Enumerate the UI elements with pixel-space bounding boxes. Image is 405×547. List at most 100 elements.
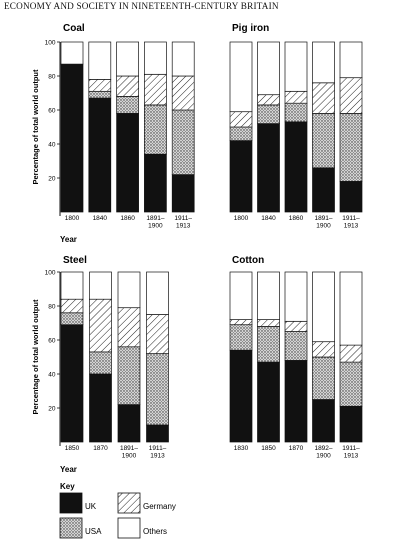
bar-segment-usa bbox=[60, 312, 84, 326]
x-tick-label: 1840 bbox=[261, 215, 276, 222]
bar-segment-germany bbox=[312, 341, 335, 358]
bar-segment-others bbox=[116, 41, 139, 77]
bar-segment-others bbox=[284, 41, 308, 92]
key-label: USA bbox=[85, 527, 102, 536]
bar-segment-usa bbox=[284, 102, 308, 123]
bar-segment-germany bbox=[339, 344, 363, 363]
bar-segment-germany bbox=[117, 307, 141, 348]
bar-segment-uk bbox=[229, 140, 253, 213]
chart-cotton: Cotton 1830 1850 1870 1892– 1900 1911– 1913 bbox=[229, 255, 363, 460]
bar-segment-others bbox=[229, 41, 253, 113]
bar-segment-usa bbox=[229, 324, 253, 351]
bar-segment-uk bbox=[284, 121, 308, 213]
key-swatch bbox=[117, 517, 141, 539]
y-tick-label: 20 bbox=[48, 405, 56, 412]
x-tick-label: 1870 bbox=[289, 445, 304, 452]
bar-segment-usa bbox=[88, 90, 112, 99]
bar-segment-others bbox=[60, 41, 84, 65]
bar-segment-uk bbox=[284, 360, 308, 443]
bar-segment-germany bbox=[229, 111, 253, 128]
x-tick-label: 1850 bbox=[261, 445, 276, 452]
chart-coal: Coal 20 40 60 80 100 Percentage of total world… bbox=[31, 23, 195, 244]
y-tick-label: 60 bbox=[48, 337, 56, 344]
bar-segment-others bbox=[257, 271, 280, 320]
y-tick-label: 80 bbox=[48, 303, 56, 310]
key-item-germany: Germany bbox=[117, 492, 176, 514]
bar-segment-uk bbox=[144, 153, 167, 213]
bar-segment-uk bbox=[229, 349, 253, 443]
bar-segment-usa bbox=[229, 126, 253, 141]
bar-segment-others bbox=[312, 271, 335, 343]
x-axis-label: Year bbox=[60, 235, 77, 244]
page-header: ECONOMY AND SOCIETY IN NINETEENTH-CENTUR… bbox=[4, 1, 279, 11]
bar-segment-germany bbox=[284, 320, 308, 332]
bar-segment-uk bbox=[116, 113, 139, 213]
key-swatch bbox=[59, 517, 83, 539]
bar-segment-germany bbox=[144, 73, 167, 106]
bar-segment-others bbox=[144, 41, 167, 75]
key-swatch bbox=[59, 492, 83, 514]
bar-segment-uk bbox=[60, 63, 84, 213]
bar-segment-germany bbox=[171, 75, 195, 111]
key: Key UK Germany USA Others bbox=[59, 482, 176, 539]
bar-segment-germany bbox=[339, 77, 363, 114]
bar-segment-uk bbox=[146, 424, 169, 443]
bar-segment-usa bbox=[146, 353, 169, 426]
y-tick-label: 100 bbox=[45, 269, 56, 276]
bar-segment-others bbox=[60, 271, 84, 300]
key-item-uk: UK bbox=[59, 492, 97, 514]
bar-segment-uk bbox=[171, 174, 195, 213]
x-tick-label: 1840 bbox=[93, 215, 108, 222]
bar-segment-others bbox=[117, 271, 141, 309]
key-title: Key bbox=[60, 482, 75, 491]
bar-segment-usa bbox=[284, 331, 308, 361]
bar-segment-usa bbox=[257, 104, 280, 124]
bar-segment-usa bbox=[144, 104, 167, 155]
chart-steel: Steel 20 40 60 80 100 Percentage of total worl… bbox=[31, 255, 169, 474]
y-tick-label: 80 bbox=[48, 73, 56, 80]
bar-segment-others bbox=[257, 41, 280, 96]
x-tick-label: 1830 bbox=[234, 445, 249, 452]
bar-segment-uk bbox=[89, 373, 112, 443]
bar-segment-uk bbox=[88, 97, 112, 213]
x-axis-label: Year bbox=[60, 465, 77, 474]
bar-segment-germany bbox=[89, 298, 112, 353]
x-tick-label: 1891– 1900 bbox=[314, 215, 332, 230]
key-label: UK bbox=[85, 502, 97, 511]
bar-segment-others bbox=[284, 271, 308, 322]
y-tick-label: 40 bbox=[48, 371, 56, 378]
bar-segment-germany bbox=[88, 79, 112, 92]
bar-segment-germany bbox=[312, 82, 335, 114]
y-axis-label: Percentage of total world output bbox=[31, 69, 40, 185]
bar-segment-usa bbox=[312, 113, 335, 169]
bar-segment-uk bbox=[312, 167, 335, 213]
bar-segment-uk bbox=[257, 361, 280, 443]
bar-segment-others bbox=[312, 41, 335, 84]
key-label: Germany bbox=[143, 502, 176, 511]
y-tick-label: 20 bbox=[48, 175, 56, 182]
y-tick-label: 60 bbox=[48, 107, 56, 114]
bar-segment-usa bbox=[116, 96, 139, 114]
bar-segment-germany bbox=[116, 75, 139, 97]
charts-layer: Coal 20 40 60 80 100 Percentage of total world… bbox=[31, 23, 363, 474]
bar-segment-usa bbox=[117, 346, 141, 405]
x-tick-label: 1891– 1900 bbox=[120, 445, 138, 460]
bar-segment-others bbox=[339, 41, 363, 79]
bar-segment-uk bbox=[60, 324, 84, 443]
chart-title: Coal bbox=[63, 23, 85, 34]
y-tick-label: 40 bbox=[48, 141, 56, 148]
bar-segment-usa bbox=[89, 351, 112, 375]
bar-segment-germany bbox=[284, 90, 308, 104]
x-tick-label: 1911– 1913 bbox=[174, 215, 192, 230]
bar-segment-germany bbox=[60, 298, 84, 314]
bar-segment-others bbox=[229, 271, 253, 320]
bar-segment-usa bbox=[312, 356, 335, 400]
key-item-usa: USA bbox=[59, 517, 102, 539]
bar-segment-others bbox=[339, 271, 363, 346]
chart-title: Pig iron bbox=[232, 23, 269, 34]
x-tick-label: 1911– 1913 bbox=[342, 445, 360, 460]
x-tick-label: 1891– 1900 bbox=[146, 215, 164, 230]
y-axis-label: Percentage of total world output bbox=[31, 299, 40, 415]
bar-segment-uk bbox=[339, 405, 363, 443]
